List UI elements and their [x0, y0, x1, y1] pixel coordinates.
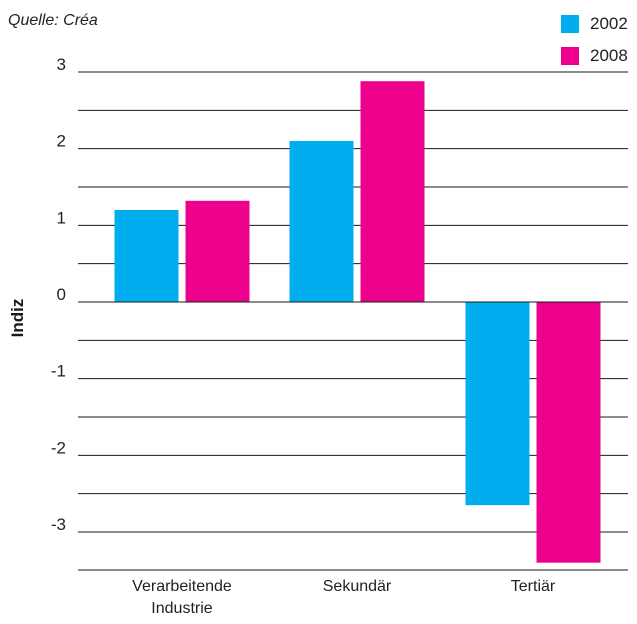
legend-label-2008: 2008 [590, 46, 628, 65]
x-tick-label: Tertiär [510, 578, 556, 595]
x-tick-label: Verarbeitende Industrie [132, 578, 232, 617]
legend-swatch-2002 [561, 15, 579, 33]
legend-swatch-2008 [561, 47, 579, 65]
bar-2008-1 [360, 81, 425, 302]
bar-2008-0 [185, 200, 250, 302]
legend: 2002 2008 [561, 8, 628, 72]
y-tick-label: 3 [57, 55, 66, 74]
y-tick-label: -3 [51, 515, 66, 534]
bar-2008-2 [536, 302, 601, 563]
y-tick-label: 0 [57, 285, 66, 304]
y-tick-label: -2 [51, 438, 66, 457]
x-tick-label: Sekundär [322, 578, 392, 595]
legend-item-2002: 2002 [561, 8, 628, 40]
legend-item-2008: 2008 [561, 40, 628, 72]
bar-2002-2 [465, 302, 530, 506]
bar-2002-1 [289, 141, 354, 302]
legend-label-2002: 2002 [590, 14, 628, 33]
bar-2002-0 [114, 210, 179, 302]
y-tick-label: 1 [57, 208, 66, 227]
y-tick-label: 2 [57, 132, 66, 151]
y-tick-label: -1 [51, 362, 66, 381]
source-note: Quelle: Créa [8, 12, 98, 29]
